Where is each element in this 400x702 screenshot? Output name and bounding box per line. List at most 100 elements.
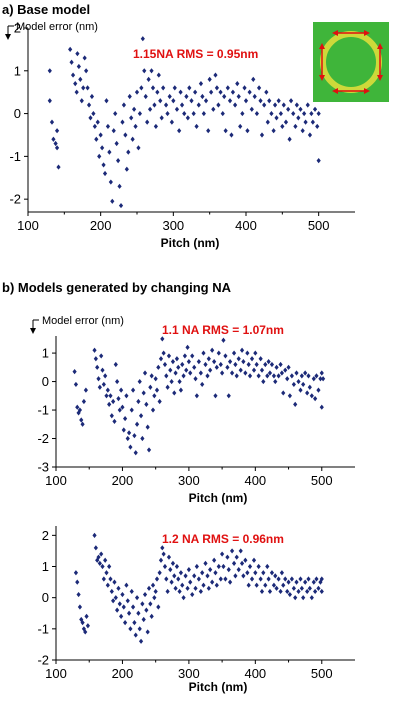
data-point-1-160 <box>319 370 324 376</box>
data-point-0-34 <box>105 123 111 130</box>
data-point-2-21 <box>107 563 112 570</box>
data-point-0-12 <box>74 89 79 95</box>
data-point-2-26 <box>113 595 118 601</box>
data-point-2-112 <box>239 560 245 566</box>
data-point-0-109 <box>229 132 234 138</box>
data-point-1-18 <box>104 393 109 399</box>
data-point-2-143 <box>291 585 296 591</box>
x-tick-label-0-400: 400 <box>235 218 257 233</box>
axes-2: -2 -1 0 1 2 100 200 300 400 500 <box>37 526 355 681</box>
data-point-1-33 <box>124 393 129 399</box>
data-point-1-97 <box>214 364 219 370</box>
data-point-2-33 <box>123 620 128 626</box>
data-point-2-126 <box>263 582 268 588</box>
data-point-1-73 <box>177 378 182 385</box>
data-point-2-118 <box>249 576 255 582</box>
data-point-2-31 <box>120 591 125 598</box>
data-point-2-139 <box>285 588 290 595</box>
data-point-1-92 <box>206 356 211 362</box>
data-point-0-110 <box>230 89 236 95</box>
data-point-0-149 <box>302 110 307 117</box>
data-point-2-132 <box>273 573 278 579</box>
chart-base-model: Model error (nm) 1.15NA RMS = 0.95nm -2-… <box>5 21 389 250</box>
data-point-2-13 <box>96 554 101 560</box>
x-axis-label-1: Pitch (nm) <box>189 491 248 505</box>
data-point-1-120 <box>253 350 258 356</box>
data-point-1-45 <box>140 435 145 442</box>
data-point-2-88 <box>200 570 205 576</box>
data-point-2-114 <box>243 557 248 563</box>
data-point-0-93 <box>200 93 205 100</box>
ylabel-arrowhead-1 <box>30 328 36 334</box>
data-point-0-138 <box>281 102 286 108</box>
data-point-1-15 <box>100 367 105 373</box>
data-point-2-157 <box>314 576 319 582</box>
x-tick-label-0-100: 100 <box>17 218 39 233</box>
data-point-1-57 <box>156 364 161 370</box>
data-point-2-78 <box>183 573 188 579</box>
data-point-1-132 <box>273 378 278 385</box>
data-point-1-108 <box>233 361 238 368</box>
data-point-0-65 <box>150 85 156 91</box>
x-axis-label-2: Pitch (nm) <box>189 680 248 694</box>
data-point-2-67 <box>168 567 173 573</box>
data-point-1-121 <box>254 361 259 368</box>
data-point-0-14 <box>76 63 81 70</box>
data-point-0-42 <box>117 183 122 189</box>
data-point-1-51 <box>148 384 153 390</box>
data-point-2-28 <box>116 585 121 591</box>
data-point-2-131 <box>271 582 277 588</box>
data-point-2-92 <box>206 585 211 591</box>
data-point-0-20 <box>85 85 90 91</box>
data-point-2-137 <box>281 582 286 588</box>
data-point-1-14 <box>99 353 104 359</box>
data-point-2-128 <box>266 576 271 582</box>
data-point-0-38 <box>111 128 116 134</box>
data-point-0-150 <box>303 119 308 125</box>
data-point-2-10 <box>92 532 97 538</box>
data-point-1-60 <box>160 336 165 342</box>
data-point-1-32 <box>123 415 128 422</box>
data-point-1-146 <box>296 378 301 385</box>
data-point-2-27 <box>115 607 120 613</box>
data-point-0-27 <box>95 119 100 125</box>
data-point-1-13 <box>97 384 102 390</box>
data-point-2-3 <box>77 604 83 610</box>
data-point-1-107 <box>231 350 237 356</box>
data-point-1-134 <box>276 373 281 379</box>
data-point-2-47 <box>141 616 146 623</box>
data-point-2-85 <box>194 563 199 570</box>
data-point-2-65 <box>165 588 170 595</box>
data-point-2-116 <box>246 582 251 588</box>
data-point-2-57 <box>154 576 160 582</box>
data-point-2-109 <box>234 554 239 560</box>
x-tick-label-2-400: 400 <box>244 666 266 681</box>
data-point-1-81 <box>188 370 193 376</box>
data-point-1-140 <box>286 364 291 370</box>
y-tick-label-1-0: 0 <box>42 374 49 389</box>
data-point-2-50 <box>145 629 150 635</box>
data-point-1-125 <box>261 378 266 385</box>
data-point-1-11 <box>95 364 100 370</box>
data-point-2-136 <box>279 570 285 576</box>
data-point-1-113 <box>241 359 246 365</box>
data-point-1-156 <box>313 396 318 402</box>
data-point-1-30 <box>120 404 125 410</box>
x-tick-label-0-300: 300 <box>162 218 184 233</box>
data-point-0-124 <box>256 85 262 91</box>
data-point-0-156 <box>315 123 320 130</box>
data-point-2-146 <box>296 588 301 595</box>
data-point-1-106 <box>229 370 235 376</box>
data-point-0-72 <box>161 85 166 91</box>
data-point-1-29 <box>119 387 124 393</box>
x-tick-label-2-200: 200 <box>112 666 134 681</box>
data-point-0-53 <box>133 123 138 130</box>
data-point-1-8 <box>83 387 88 393</box>
data-point-0-132 <box>271 128 276 134</box>
data-point-1-79 <box>185 344 190 350</box>
data-point-2-2 <box>76 591 81 598</box>
data-point-2-54 <box>150 582 156 588</box>
data-point-0-127 <box>262 102 267 108</box>
data-point-2-1 <box>75 579 80 585</box>
y-tick-label-1--2: -2 <box>37 431 49 446</box>
